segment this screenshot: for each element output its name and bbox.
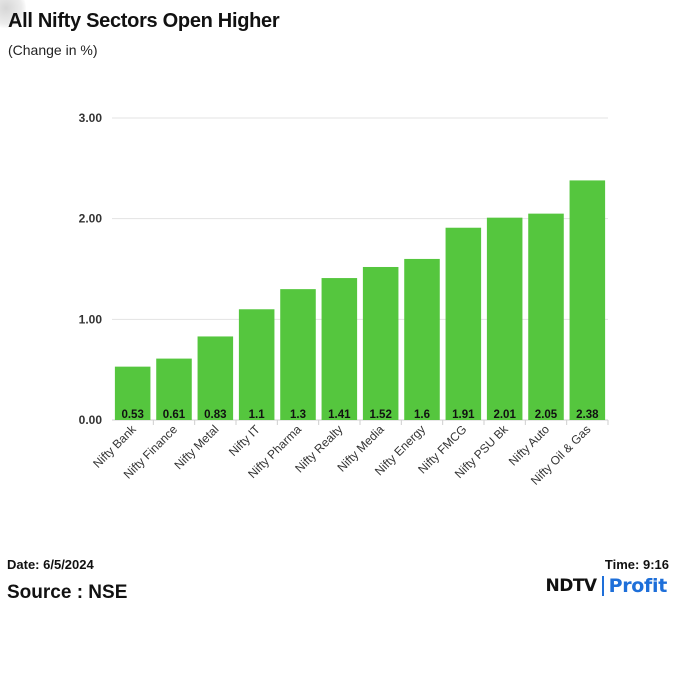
bar <box>404 258 440 420</box>
data-label: 2.01 <box>493 409 516 421</box>
data-label: 2.05 <box>535 409 558 421</box>
data-label: 1.3 <box>290 409 306 421</box>
footer-source: Source : NSE <box>7 582 128 603</box>
bar <box>569 180 606 420</box>
y-tick-label: 3.00 <box>79 111 103 125</box>
data-label: 1.6 <box>414 409 430 421</box>
bar <box>238 309 275 420</box>
data-label: 1.41 <box>328 409 351 421</box>
data-label: 1.1 <box>249 409 266 421</box>
data-label: 2.38 <box>576 409 599 421</box>
logo-ndtv-text: NDTV <box>545 576 597 596</box>
x-tick-label: Nifty Metal <box>171 422 221 472</box>
bar <box>445 227 482 420</box>
bar <box>156 358 192 420</box>
y-tick-label: 2.00 <box>79 212 103 226</box>
bar <box>114 366 151 420</box>
bar <box>197 336 234 420</box>
data-label: 0.61 <box>163 409 186 421</box>
y-tick-label: 0.00 <box>79 413 103 427</box>
footer-time: Time: 9:16 <box>604 557 669 572</box>
data-label: 1.52 <box>369 409 391 421</box>
bar <box>528 213 564 420</box>
footer-date: Date: 6/5/2024 <box>7 557 94 572</box>
bar <box>486 217 523 420</box>
chart-title: All Nifty Sectors Open Higher <box>8 10 280 32</box>
logo-profit-text: Profit <box>608 575 668 597</box>
ndtv-profit-logo: NDTV Profit <box>545 575 667 597</box>
x-tick-label: Nifty IT <box>226 422 263 459</box>
logo-separator <box>601 576 604 596</box>
chart-subtitle: (Change in %) <box>8 42 98 58</box>
bar <box>362 266 399 420</box>
bar <box>280 289 316 420</box>
bar <box>321 278 358 420</box>
data-label: 0.53 <box>121 409 143 421</box>
data-label: 0.83 <box>204 409 226 421</box>
data-label: 1.91 <box>452 409 475 421</box>
y-tick-label: 1.00 <box>79 312 103 326</box>
